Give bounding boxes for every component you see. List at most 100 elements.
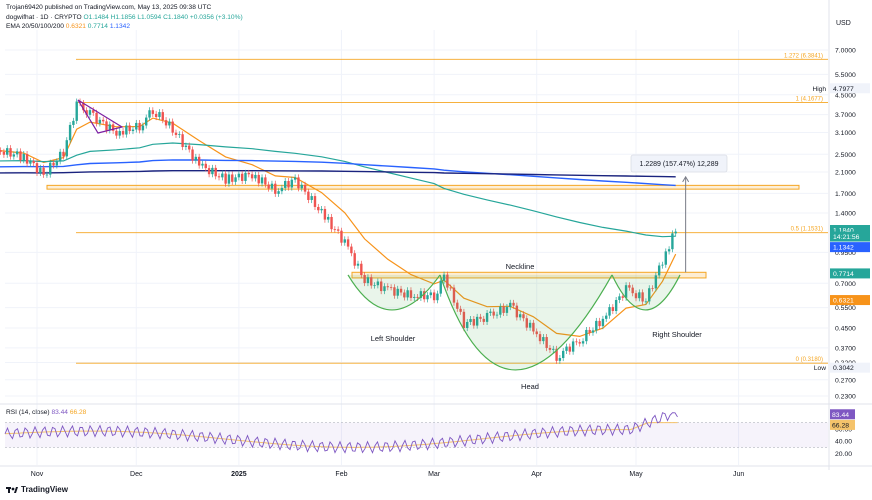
- candle-body: [55, 161, 59, 166]
- fib-level-label: 1 (4.1677): [796, 97, 823, 103]
- candle-body: [227, 174, 231, 184]
- candle-body: [280, 187, 284, 192]
- price-badge-value: 4.7977: [833, 86, 854, 93]
- ema20-value: 0.6321: [65, 23, 86, 30]
- candle-body: [115, 130, 118, 136]
- candle-body: [32, 160, 35, 164]
- ema50-line: [0, 142, 676, 238]
- ohlc-close: C1.1840: [163, 14, 189, 21]
- candle-body: [396, 288, 399, 296]
- brand-text: TradingView: [21, 485, 68, 494]
- y-tick-label: 0.2300: [835, 394, 856, 401]
- candle-body: [442, 274, 446, 281]
- rsi-value: 83.44: [51, 409, 68, 416]
- candle-body: [462, 311, 466, 329]
- candle-body: [231, 174, 234, 182]
- candle-body: [360, 263, 363, 276]
- candle-body: [211, 167, 214, 175]
- candle-body: [555, 348, 558, 361]
- candle-body: [644, 301, 648, 303]
- ema100-line: [0, 159, 676, 187]
- candle-body: [479, 316, 482, 319]
- candle-body: [456, 302, 459, 309]
- candle-body: [466, 321, 469, 329]
- candle-body: [128, 125, 131, 132]
- rsi-line: [4, 412, 678, 454]
- candle-body: [62, 151, 65, 157]
- candle-body: [545, 337, 548, 348]
- candle-body: [297, 177, 300, 189]
- candle-body: [145, 117, 148, 126]
- ohlc-high: H1.1856: [110, 14, 136, 21]
- candle-body: [234, 177, 237, 182]
- candle-body: [356, 263, 360, 266]
- candle-body: [624, 285, 628, 298]
- right-shoulder-label: Right Shoulder: [652, 330, 702, 339]
- ema-label: EMA 20/50/100/200: [6, 23, 64, 30]
- price-badge-bg: [830, 362, 870, 373]
- price-badge-value: 0.3042: [833, 365, 854, 372]
- candle-body: [588, 329, 591, 333]
- candle-body: [591, 330, 595, 333]
- candle-body: [343, 239, 346, 243]
- candle-body: [35, 163, 39, 173]
- candle-body: [634, 293, 638, 299]
- candle-body: [138, 122, 141, 131]
- candle-body: [436, 293, 439, 301]
- candle-body: [184, 145, 188, 148]
- candle-body: [164, 120, 168, 126]
- rsi-badge-bg: [830, 419, 855, 430]
- candle-body: [284, 180, 287, 188]
- y-tick-label: 4.5000: [835, 92, 856, 99]
- candle-body: [131, 129, 135, 132]
- candle-body: [601, 318, 605, 327]
- ema100-value: 1.1342: [109, 23, 130, 30]
- candle-body: [608, 307, 611, 316]
- candle-body: [525, 318, 528, 328]
- candle-body: [422, 291, 426, 300]
- candle-body: [9, 148, 12, 157]
- candle-body: [45, 174, 49, 176]
- price-badge-value: 0.6321: [833, 298, 854, 305]
- candle-body: [611, 307, 615, 311]
- price-badge-bg: [830, 295, 870, 306]
- candle-body: [49, 162, 52, 175]
- candle-body: [598, 320, 601, 327]
- y-tick-label: 2.5000: [835, 152, 856, 159]
- price-badge-value: 0.7714: [833, 271, 854, 278]
- candle-body: [65, 140, 68, 157]
- candle-body: [240, 173, 244, 181]
- y-tick-label: 0.9500: [835, 250, 856, 257]
- x-tick-label: Apr: [531, 471, 543, 478]
- price-badge-value: 1.1342: [833, 245, 854, 252]
- y-tick-label: 3.1000: [835, 130, 856, 137]
- symbol-name: dogwifhat · 1D · CRYPTO: [6, 14, 82, 21]
- publisher-line: Trojan69420 published on TradingView.com…: [6, 4, 212, 11]
- candle-body: [383, 286, 386, 292]
- candle-body: [15, 151, 19, 155]
- candle-body: [538, 334, 542, 342]
- candle-body: [548, 347, 552, 350]
- candle-body: [29, 160, 32, 164]
- candle-body: [399, 288, 403, 293]
- candle-body: [561, 350, 565, 359]
- head-arc: [439, 274, 613, 371]
- candle-body: [188, 145, 191, 150]
- candle-body: [88, 110, 92, 115]
- y-tick-label: 0.4500: [835, 326, 856, 333]
- candle-body: [82, 102, 85, 111]
- ohlc-open: O1.1484: [83, 14, 109, 21]
- ema20-line: [0, 117, 677, 338]
- candle-body: [178, 134, 181, 136]
- candle-body: [151, 110, 155, 114]
- y-tick-label: 1.7000: [835, 191, 856, 198]
- candle-body: [568, 346, 572, 352]
- candle-body: [605, 315, 608, 319]
- candle-body: [327, 216, 330, 220]
- candle-body: [105, 121, 108, 131]
- candle-body: [409, 290, 413, 298]
- x-tick-label: May: [629, 471, 643, 478]
- pennant-lines: [77, 99, 124, 134]
- measure-box: [630, 154, 728, 173]
